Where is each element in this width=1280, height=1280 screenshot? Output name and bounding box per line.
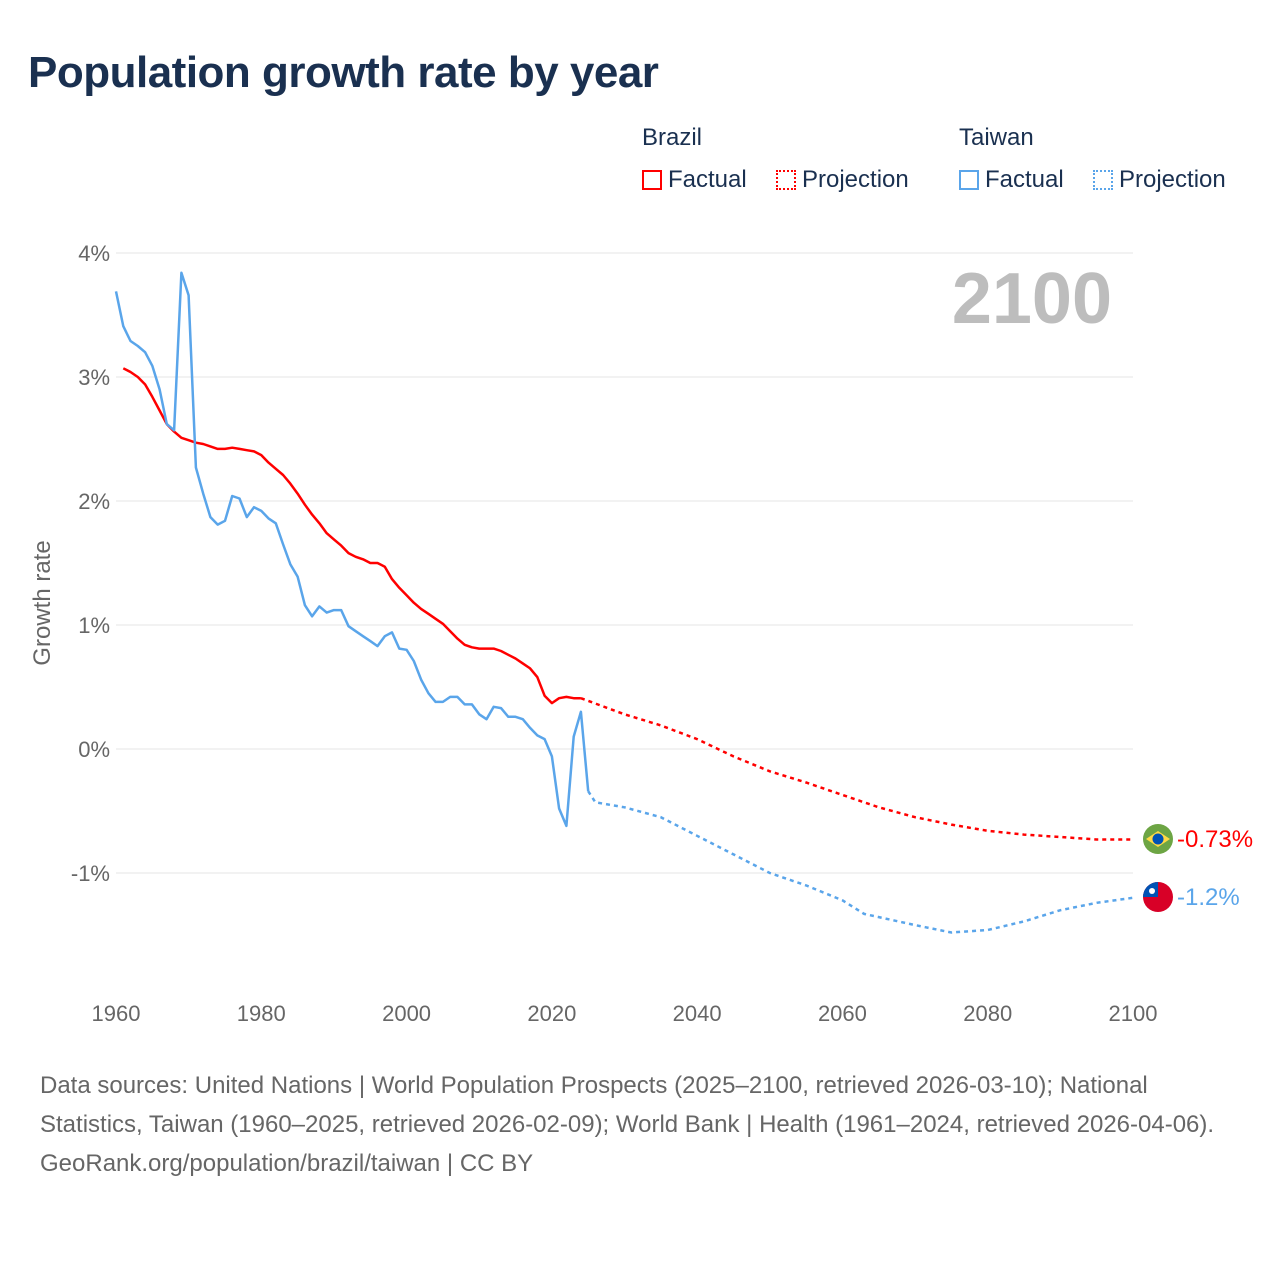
chart-title: Population growth rate by year — [28, 48, 659, 97]
brazil-projection-line — [580, 697, 1133, 841]
y-tick-label: -1% — [71, 861, 110, 886]
legend-swatch-solid-icon — [959, 170, 979, 190]
legend-country-brazil: Brazil — [642, 124, 703, 151]
x-tick-label: 2040 — [673, 1001, 722, 1026]
year-label: 2100 — [952, 259, 1112, 339]
y-tick-label: 0% — [78, 737, 110, 762]
y-tick-label: 2% — [78, 489, 110, 514]
line-chart: 4% 3% 2% 1% 0% -1% 1960 1980 2000 2020 2040 2060 208… — [29, 241, 1253, 1026]
y-tick-label: 4% — [78, 241, 110, 266]
x-tick-label: 2080 — [963, 1001, 1012, 1026]
taiwan-factual-line — [114, 271, 590, 828]
brazil-factual-line — [122, 367, 581, 705]
x-tick-label: 2060 — [818, 1001, 867, 1026]
x-tick-label: 1960 — [92, 1001, 141, 1026]
y-tick-label: 1% — [78, 613, 110, 638]
legend-label: Factual — [985, 166, 1064, 193]
brazil-end-label: -0.73% — [1177, 826, 1253, 853]
x-tick-label: 1980 — [237, 1001, 286, 1026]
legend-swatch-solid-icon — [642, 170, 662, 190]
taiwan-end-label: -1.2% — [1177, 884, 1240, 911]
legend-taiwan-factual[interactable]: Factual — [959, 166, 1064, 194]
legend-country-taiwan: Taiwan — [959, 124, 1034, 151]
data-sources: Data sources: United Nations | World Pop… — [40, 1072, 1215, 1138]
legend-swatch-dotted-icon — [776, 170, 796, 190]
y-tick-label: 3% — [78, 365, 110, 390]
legend-swatch-dotted-icon — [1093, 170, 1113, 190]
taiwan-flag-icon — [1143, 882, 1173, 912]
legend-label: Projection — [802, 166, 909, 193]
x-tick-label: 2000 — [382, 1001, 431, 1026]
x-tick-label: 2020 — [527, 1001, 576, 1026]
taiwan-projection-line — [587, 790, 1134, 934]
legend-label: Projection — [1119, 166, 1226, 193]
y-axis-label: Growth rate — [29, 540, 56, 665]
legend-brazil-projection[interactable]: Projection — [776, 166, 909, 194]
footer: Data sources: United Nations | World Pop… — [40, 1066, 1250, 1183]
legend-brazil-factual[interactable]: Factual — [642, 166, 747, 194]
credit-link[interactable]: GeoRank.org/population/brazil/taiwan | C… — [40, 1150, 534, 1177]
legend-taiwan-projection[interactable]: Projection — [1093, 166, 1226, 194]
x-tick-label: 2100 — [1109, 1001, 1158, 1026]
legend-label: Factual — [668, 166, 747, 193]
brazil-flag-icon — [1143, 824, 1173, 854]
